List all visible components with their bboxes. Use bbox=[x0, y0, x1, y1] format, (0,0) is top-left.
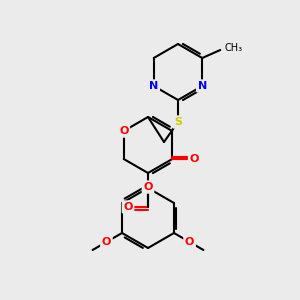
Text: O: O bbox=[190, 154, 199, 164]
Text: CH₃: CH₃ bbox=[224, 43, 242, 53]
Text: S: S bbox=[174, 117, 182, 127]
Text: O: O bbox=[123, 202, 133, 212]
Text: O: O bbox=[102, 237, 111, 247]
Text: O: O bbox=[185, 237, 194, 247]
Text: O: O bbox=[119, 126, 128, 136]
Text: N: N bbox=[149, 81, 158, 91]
Text: N: N bbox=[198, 81, 207, 91]
Text: O: O bbox=[143, 182, 153, 192]
